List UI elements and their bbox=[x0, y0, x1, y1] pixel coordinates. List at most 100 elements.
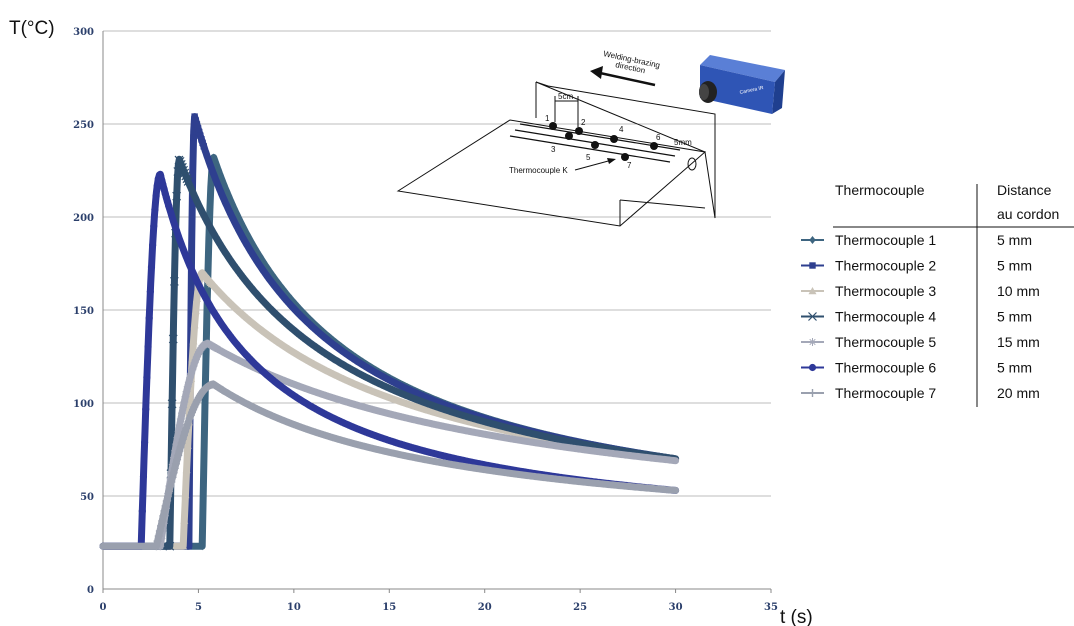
x-tick-label-30: 30 bbox=[669, 602, 683, 613]
data-point-thermocouple-7 bbox=[182, 424, 191, 433]
data-point-thermocouple-5 bbox=[186, 373, 195, 382]
data-point-thermocouple-7 bbox=[169, 468, 178, 477]
data-point-thermocouple-2 bbox=[197, 132, 204, 139]
legend-marker-thermocouple-4 bbox=[808, 312, 817, 321]
data-point-thermocouple-5 bbox=[191, 355, 200, 364]
welding-setup-diagram: 5cm 5mm 1 2 3 4 5 6 7 Thermocouple K Wel… bbox=[396, 49, 785, 227]
data-point-thermocouple-7 bbox=[177, 439, 186, 448]
data-point-thermocouple-7 bbox=[175, 447, 184, 456]
data-point-thermocouple-5 bbox=[189, 362, 198, 371]
data-point-thermocouple-6 bbox=[145, 314, 153, 322]
data-point-thermocouple-1 bbox=[212, 160, 220, 169]
data-point-thermocouple-4 bbox=[172, 191, 182, 201]
data-point-thermocouple-2 bbox=[198, 136, 205, 143]
legend-entry-thermocouple-7: Thermocouple 7 20 mm bbox=[801, 385, 1040, 401]
legend-label-thermocouple-1: Thermocouple 1 bbox=[835, 232, 936, 248]
series-thermocouple-7 bbox=[99, 380, 680, 551]
data-point-thermocouple-3 bbox=[189, 337, 198, 345]
data-point-thermocouple-6 bbox=[153, 182, 161, 190]
data-point-thermocouple-2 bbox=[200, 143, 207, 150]
spacing-label: 5cm bbox=[558, 92, 573, 101]
data-point-thermocouple-7 bbox=[174, 451, 183, 460]
thermocouple-point-4 bbox=[610, 135, 618, 143]
data-point-thermocouple-7 bbox=[171, 459, 180, 468]
data-point-thermocouple-7 bbox=[173, 455, 182, 464]
data-point-thermocouple-1 bbox=[203, 313, 211, 322]
x-tick-labels: 0 5 10 15 20 25 30 35 bbox=[100, 602, 778, 613]
data-point-thermocouple-7 bbox=[153, 537, 162, 546]
data-point-thermocouple-5 bbox=[176, 414, 185, 423]
x-tick-label-0: 0 bbox=[100, 602, 107, 613]
data-point-thermocouple-4 bbox=[179, 165, 188, 175]
data-point-thermocouple-2 bbox=[195, 128, 203, 136]
data-point-thermocouple-7 bbox=[181, 427, 190, 436]
thermocouple-k-label: Thermocouple K bbox=[509, 166, 568, 175]
data-point-thermocouple-7 bbox=[178, 435, 187, 444]
data-point-thermocouple-4 bbox=[168, 334, 178, 344]
data-point-thermocouple-3 bbox=[181, 490, 190, 499]
point-number-4: 4 bbox=[619, 125, 624, 134]
data-point-thermocouple-2 bbox=[192, 117, 199, 124]
data-point-thermocouple-5 bbox=[184, 378, 193, 387]
x-tick-label-10: 10 bbox=[287, 602, 301, 613]
data-point-thermocouple-6 bbox=[138, 507, 146, 515]
point-number-5: 5 bbox=[586, 153, 591, 162]
y-tick-label-300: 300 bbox=[73, 27, 94, 38]
x-tick-label-5: 5 bbox=[195, 602, 202, 613]
legend-marker-thermocouple-6 bbox=[808, 363, 817, 372]
legend-entry-thermocouple-6: Thermocouple 6 5 mm bbox=[801, 360, 1032, 376]
data-point-thermocouple-6 bbox=[141, 438, 149, 447]
data-point-thermocouple-4 bbox=[181, 171, 191, 181]
data-point-thermocouple-5 bbox=[175, 421, 184, 430]
data-point-thermocouple-5 bbox=[188, 365, 197, 374]
data-point-thermocouple-7 bbox=[158, 516, 167, 525]
data-point-thermocouple-1 bbox=[201, 422, 208, 431]
plot-area bbox=[99, 113, 680, 551]
data-point-thermocouple-5 bbox=[172, 440, 181, 449]
data-point-thermocouple-6 bbox=[147, 263, 156, 271]
data-point-thermocouple-7 bbox=[179, 431, 188, 440]
legend-distance-thermocouple-1: 5 mm bbox=[997, 232, 1032, 248]
point-number-6: 6 bbox=[656, 133, 661, 142]
data-point-thermocouple-1 bbox=[202, 365, 209, 374]
data-point-thermocouple-7 bbox=[162, 497, 171, 506]
y-axis-title: T(°C) bbox=[9, 18, 55, 39]
legend-label-thermocouple-4: Thermocouple 4 bbox=[835, 309, 936, 325]
data-point-thermocouple-4 bbox=[176, 159, 186, 169]
data-point-thermocouple-4 bbox=[182, 174, 192, 184]
legend-marker-thermocouple-1 bbox=[809, 236, 816, 244]
data-point-thermocouple-1 bbox=[207, 195, 214, 204]
legend-label-thermocouple-5: Thermocouple 5 bbox=[835, 334, 936, 350]
legend-header-distance: Distance bbox=[997, 182, 1052, 198]
legend-entry-thermocouple-4: Thermocouple 4 5 mm bbox=[801, 309, 1032, 325]
data-point-thermocouple-5 bbox=[192, 352, 201, 361]
camera-ir-icon: Camera IR bbox=[699, 55, 785, 114]
data-point-thermocouple-5 bbox=[178, 409, 187, 418]
x-tick-label-35: 35 bbox=[764, 602, 778, 613]
data-point-thermocouple-7 bbox=[170, 464, 179, 473]
data-point-thermocouple-7 bbox=[165, 487, 174, 496]
thermocouple-point-2 bbox=[575, 127, 583, 135]
data-point-thermocouple-7 bbox=[154, 532, 163, 541]
data-point-thermocouple-5 bbox=[174, 427, 183, 436]
data-point-thermocouple-4 bbox=[175, 156, 185, 166]
y-tick-label-0: 0 bbox=[87, 585, 94, 596]
legend-header-au-cordon: au cordon bbox=[997, 206, 1059, 222]
data-point-thermocouple-5 bbox=[194, 350, 203, 359]
data-point-thermocouple-7 bbox=[160, 506, 169, 515]
data-point-thermocouple-6 bbox=[152, 192, 160, 200]
data-point-thermocouple-3 bbox=[192, 294, 201, 303]
data-point-thermocouple-4 bbox=[169, 276, 179, 286]
data-point-thermocouple-7 bbox=[157, 521, 166, 530]
point-number-2: 2 bbox=[581, 118, 586, 127]
direction-arrow bbox=[599, 71, 656, 87]
data-point-thermocouple-2 bbox=[199, 139, 206, 147]
data-point-thermocouple-6 bbox=[150, 222, 158, 230]
thermocouple-point-5 bbox=[591, 141, 599, 149]
data-point-thermocouple-1 bbox=[210, 153, 217, 162]
data-point-thermocouple-3 bbox=[182, 465, 191, 474]
data-point-thermocouple-3 bbox=[183, 441, 192, 449]
point-number-1: 1 bbox=[545, 114, 550, 123]
data-point-thermocouple-4 bbox=[165, 541, 175, 551]
point-number-7: 7 bbox=[627, 161, 632, 170]
